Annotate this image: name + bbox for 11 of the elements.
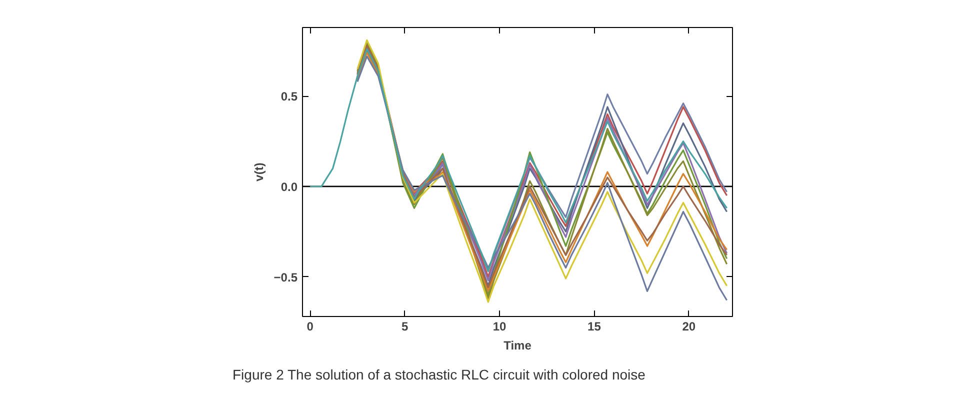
x-tick-label: 10 <box>492 320 507 334</box>
y-axis-title: v(t) <box>252 162 266 182</box>
x-tick-label: 20 <box>682 320 696 334</box>
caption: Figure 2 The solution of a stochastic RLC circuit with colored noise <box>232 366 646 382</box>
y-tick-label: 0.0 <box>280 180 298 194</box>
y-tick-label: −0.5 <box>274 270 298 284</box>
x-axis-title: Time <box>504 338 532 352</box>
x-tick-label: 0 <box>306 320 314 334</box>
y-tick-label: 0.5 <box>280 90 298 104</box>
x-tick-label: 5 <box>401 320 408 334</box>
x-tick-label: 15 <box>588 320 602 334</box>
